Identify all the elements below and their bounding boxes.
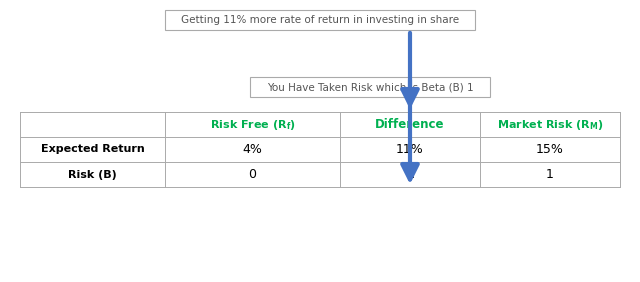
Text: Risk Free ($\mathregular{R_f}$): Risk Free ($\mathregular{R_f}$) bbox=[209, 118, 296, 131]
FancyBboxPatch shape bbox=[250, 77, 490, 97]
Text: Difference: Difference bbox=[375, 118, 445, 131]
Text: Expected Return: Expected Return bbox=[40, 144, 145, 155]
Text: 15%: 15% bbox=[536, 143, 564, 156]
FancyBboxPatch shape bbox=[165, 10, 475, 30]
Text: 0: 0 bbox=[248, 168, 257, 181]
Text: Risk (B): Risk (B) bbox=[68, 169, 117, 180]
Text: You Have Taken Risk which is Beta (B) 1: You Have Taken Risk which is Beta (B) 1 bbox=[267, 82, 474, 92]
Text: Getting 11% more rate of return in investing in share: Getting 11% more rate of return in inves… bbox=[181, 15, 459, 25]
Text: 11%: 11% bbox=[396, 143, 424, 156]
Text: Market Risk ($\mathregular{R_M}$): Market Risk ($\mathregular{R_M}$) bbox=[497, 118, 604, 131]
Text: 1: 1 bbox=[546, 168, 554, 181]
Text: 1: 1 bbox=[406, 168, 414, 181]
Text: 4%: 4% bbox=[243, 143, 262, 156]
